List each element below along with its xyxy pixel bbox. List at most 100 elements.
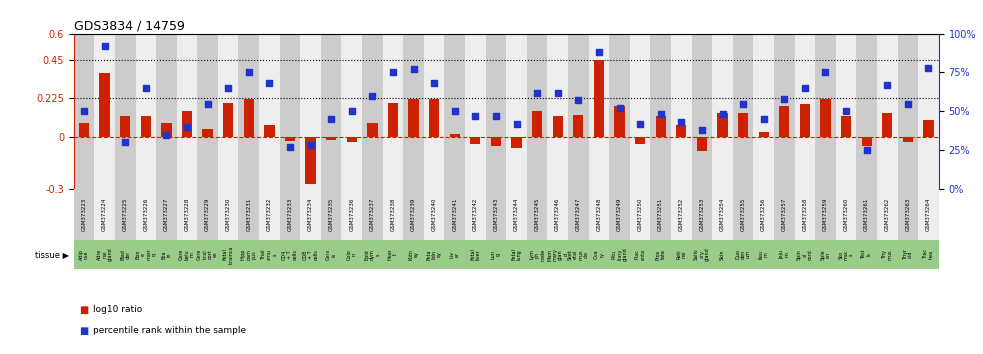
Bar bbox=[718, 113, 727, 137]
Bar bbox=[589, 189, 609, 240]
Text: GSM373258: GSM373258 bbox=[802, 198, 807, 231]
Bar bbox=[182, 111, 192, 137]
Text: tissue ▶: tissue ▶ bbox=[34, 250, 69, 259]
Bar bbox=[403, 189, 424, 240]
Bar bbox=[630, 34, 651, 189]
Text: GSM373226: GSM373226 bbox=[144, 198, 148, 231]
Bar bbox=[774, 189, 794, 240]
Text: Jeju
m: Jeju m bbox=[780, 250, 789, 259]
Text: GSM373238: GSM373238 bbox=[390, 198, 395, 231]
Bar bbox=[738, 113, 748, 137]
Bar bbox=[403, 240, 424, 269]
Text: Adip
ose: Adip ose bbox=[79, 249, 89, 260]
Text: Sto
mac
s: Sto mac s bbox=[838, 249, 854, 260]
Point bbox=[489, 113, 504, 119]
Point bbox=[529, 90, 545, 96]
Text: GSM373259: GSM373259 bbox=[823, 198, 828, 231]
Bar bbox=[552, 116, 563, 137]
Bar bbox=[136, 189, 156, 240]
Bar bbox=[74, 189, 94, 240]
Bar bbox=[320, 34, 341, 189]
Bar bbox=[732, 34, 753, 189]
Bar bbox=[444, 34, 465, 189]
Text: GSM373250: GSM373250 bbox=[638, 198, 643, 231]
Text: GSM373235: GSM373235 bbox=[328, 198, 333, 231]
Bar bbox=[918, 240, 939, 269]
Bar bbox=[589, 34, 609, 189]
Text: Feta
lidn
ey: Feta lidn ey bbox=[427, 249, 442, 260]
Text: Trac
hea: Trac hea bbox=[923, 250, 934, 259]
Point bbox=[570, 98, 586, 103]
Bar bbox=[115, 34, 136, 189]
Point bbox=[158, 132, 174, 137]
Bar bbox=[692, 240, 713, 269]
Bar bbox=[177, 240, 198, 269]
Bar bbox=[280, 189, 300, 240]
Point bbox=[117, 139, 133, 145]
Bar bbox=[280, 34, 300, 189]
Text: GSM373234: GSM373234 bbox=[308, 198, 313, 231]
Bar bbox=[444, 240, 465, 269]
Text: GSM373243: GSM373243 bbox=[493, 198, 498, 231]
Bar bbox=[609, 189, 630, 240]
Point bbox=[673, 119, 689, 125]
Bar bbox=[815, 240, 836, 269]
Bar bbox=[465, 34, 486, 189]
Bar bbox=[794, 240, 815, 269]
Bar bbox=[568, 34, 589, 189]
Bar bbox=[882, 113, 893, 137]
Point bbox=[591, 50, 607, 55]
Text: Hipp
oam
pus: Hipp oam pus bbox=[241, 249, 257, 260]
Point bbox=[76, 108, 91, 114]
Text: GSM373249: GSM373249 bbox=[617, 198, 622, 231]
Point bbox=[508, 121, 524, 126]
Bar bbox=[568, 240, 589, 269]
Bar bbox=[470, 137, 481, 144]
Point bbox=[715, 112, 730, 117]
Text: Spin
al
cord: Spin al cord bbox=[797, 249, 813, 260]
Bar bbox=[713, 189, 732, 240]
Point bbox=[179, 124, 195, 130]
Point bbox=[838, 108, 854, 114]
Text: GSM373252: GSM373252 bbox=[679, 198, 684, 231]
Point bbox=[96, 43, 112, 49]
Point bbox=[282, 144, 298, 150]
Text: GSM373240: GSM373240 bbox=[432, 198, 436, 231]
Bar bbox=[218, 240, 239, 269]
Text: Colo
n: Colo n bbox=[347, 249, 357, 260]
Bar bbox=[341, 34, 362, 189]
Bar bbox=[548, 240, 568, 269]
Bar bbox=[136, 240, 156, 269]
Bar bbox=[347, 137, 357, 142]
Bar bbox=[856, 240, 877, 269]
Point bbox=[138, 85, 153, 91]
Text: GSM373236: GSM373236 bbox=[349, 198, 354, 231]
Point bbox=[200, 101, 215, 106]
Bar bbox=[341, 240, 362, 269]
Text: Liv
er: Liv er bbox=[449, 251, 460, 258]
Text: Cere
belu
m: Cere belu m bbox=[179, 249, 195, 260]
Text: Fetal
lung: Fetal lung bbox=[511, 249, 522, 261]
Bar bbox=[306, 137, 316, 184]
Bar bbox=[527, 189, 548, 240]
Bar bbox=[635, 137, 645, 144]
Bar bbox=[815, 189, 836, 240]
Text: GSM373224: GSM373224 bbox=[102, 198, 107, 231]
Text: Sple
en: Sple en bbox=[820, 249, 831, 260]
Text: GSM373260: GSM373260 bbox=[843, 198, 848, 231]
Bar bbox=[218, 34, 239, 189]
Bar bbox=[94, 240, 115, 269]
Text: GSM373253: GSM373253 bbox=[700, 198, 705, 231]
Bar bbox=[794, 189, 815, 240]
Text: Kidn
ey: Kidn ey bbox=[408, 249, 419, 260]
Point bbox=[427, 80, 442, 86]
Bar bbox=[465, 240, 486, 269]
Bar bbox=[630, 189, 651, 240]
Bar bbox=[198, 34, 218, 189]
Point bbox=[653, 112, 668, 117]
Text: Lun
g: Lun g bbox=[491, 250, 501, 259]
Bar bbox=[548, 189, 568, 240]
Bar bbox=[115, 189, 136, 240]
Bar bbox=[568, 189, 589, 240]
Bar bbox=[856, 189, 877, 240]
